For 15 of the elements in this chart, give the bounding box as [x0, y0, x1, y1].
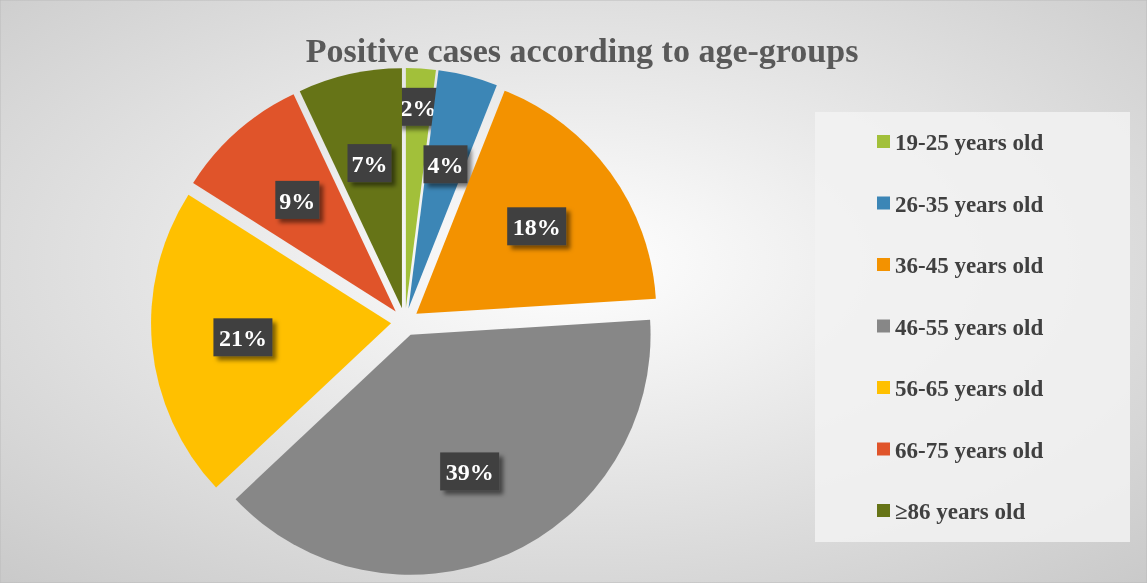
legend-label: 66-75 years old — [895, 437, 1044, 463]
data-label: 9% — [279, 187, 316, 214]
legend-label: 19-25 years old — [895, 130, 1044, 155]
data-label: 4% — [427, 152, 464, 179]
legend-label: 36-45 years old — [895, 253, 1044, 278]
data-label: 2% — [400, 94, 437, 121]
data-label: 39% — [445, 459, 494, 486]
legend-label: 56-65 years old — [895, 376, 1044, 401]
legend-label: 26-35 years old — [895, 191, 1044, 217]
legend-label: 46-55 years old — [895, 314, 1044, 340]
data-label: 7% — [351, 151, 388, 178]
legend-label: ≥86 years old — [895, 499, 1026, 524]
data-label: 21% — [218, 325, 267, 352]
chart-title: Positive cases according to age-groups — [305, 32, 859, 69]
data-label: 18% — [512, 214, 561, 241]
